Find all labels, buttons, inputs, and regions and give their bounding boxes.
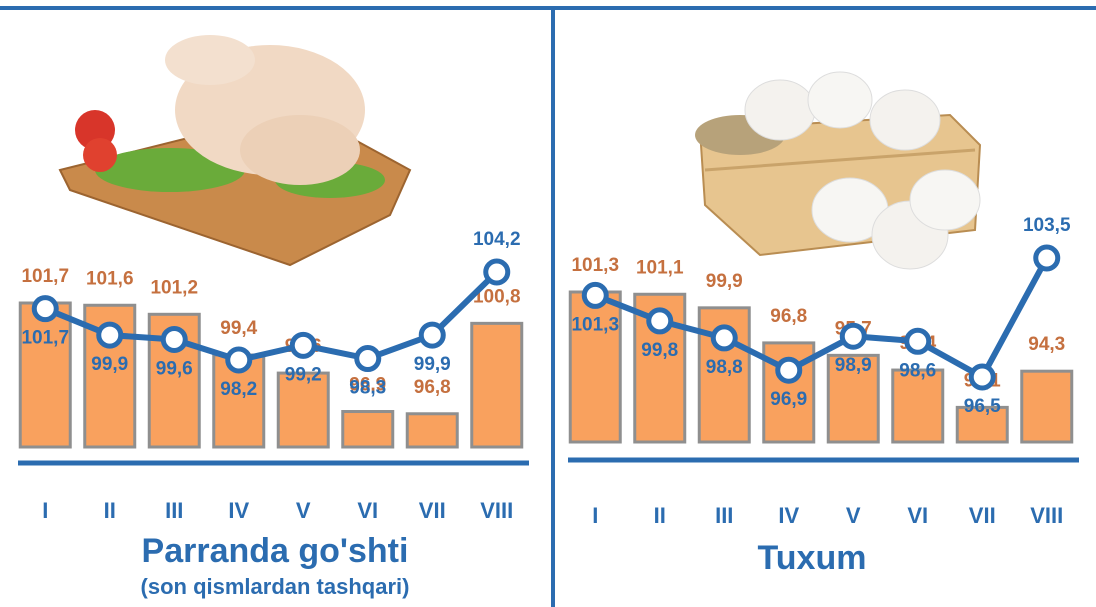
line-value-label: 98,8 (706, 357, 743, 378)
x-tick-label: V (846, 503, 861, 528)
line-value-label: 96,5 (964, 396, 1001, 417)
line-value-label: 98,6 (899, 360, 936, 381)
chart-title: Parranda go'shti (142, 532, 409, 570)
x-tick-label: VII (419, 498, 446, 523)
line-point (1036, 247, 1058, 269)
bar (20, 303, 70, 447)
line-value-label: 101,3 (571, 314, 619, 335)
x-tick-label: VII (969, 503, 996, 528)
bar (1022, 371, 1072, 442)
bar-value-label: 101,7 (21, 266, 69, 287)
line-value-label: 98,3 (349, 378, 386, 399)
line-value-label: 98,9 (835, 355, 872, 376)
x-tick-label: III (715, 503, 733, 528)
line-value-label: 99,9 (91, 354, 128, 375)
line-point (842, 325, 864, 347)
bar-value-label: 96,8 (770, 306, 807, 327)
chart-subtitle: (son qismlardan tashqari) (141, 574, 410, 599)
line-point (971, 366, 993, 388)
eggs-image (695, 72, 980, 269)
bar (472, 323, 522, 447)
x-tick-label: VI (357, 498, 378, 523)
line-point (486, 261, 508, 283)
x-tick-label: VI (907, 503, 928, 528)
bar-value-label: 96,8 (414, 377, 451, 398)
x-tick-label: IV (228, 498, 249, 523)
bar-value-label: 99,9 (706, 271, 743, 292)
x-tick-label: IV (778, 503, 799, 528)
line-value-label: 99,2 (285, 364, 322, 385)
line-point (907, 330, 929, 352)
line-point (34, 298, 56, 320)
line-value-label: 101,7 (21, 328, 69, 349)
bar-value-label: 101,2 (150, 277, 198, 298)
line-value-label: 103,5 (1023, 215, 1071, 236)
x-tick-label: II (654, 503, 666, 528)
line-point (292, 334, 314, 356)
line-point (228, 349, 250, 371)
x-tick-label: VIII (480, 498, 513, 523)
line-value-label: 96,9 (770, 389, 807, 410)
bar (407, 414, 457, 447)
line-point (357, 348, 379, 370)
line-value-label: 104,2 (473, 229, 521, 250)
line-value-label: 99,8 (641, 340, 678, 361)
x-tick-label: II (104, 498, 116, 523)
bar (343, 412, 393, 447)
x-tick-label: VIII (1030, 503, 1063, 528)
chicken-image (60, 35, 410, 265)
line-value-label: 99,6 (156, 358, 193, 379)
line-point (584, 284, 606, 306)
line-point (163, 328, 185, 350)
line-point (713, 327, 735, 349)
x-tick-label: III (165, 498, 183, 523)
bar-value-label: 99,4 (220, 318, 257, 339)
bar-value-label: 101,6 (86, 268, 134, 289)
x-tick-label: V (296, 498, 311, 523)
line-point (421, 324, 443, 346)
x-tick-label: I (42, 498, 48, 523)
bar-value-label: 94,3 (1028, 334, 1065, 355)
x-tick-label: I (592, 503, 598, 528)
line-value-label: 99,9 (414, 354, 451, 375)
line-point (649, 310, 671, 332)
line-value-label: 98,2 (220, 379, 257, 400)
chart-title: Tuxum (758, 539, 867, 577)
bar-value-label: 101,3 (571, 255, 619, 276)
bar-value-label: 101,1 (636, 257, 684, 278)
chart: IIIIIIIVVVIVIIVIIIParranda go'shti(son q… (0, 0, 1096, 607)
line-point (778, 359, 800, 381)
line-point (99, 324, 121, 346)
